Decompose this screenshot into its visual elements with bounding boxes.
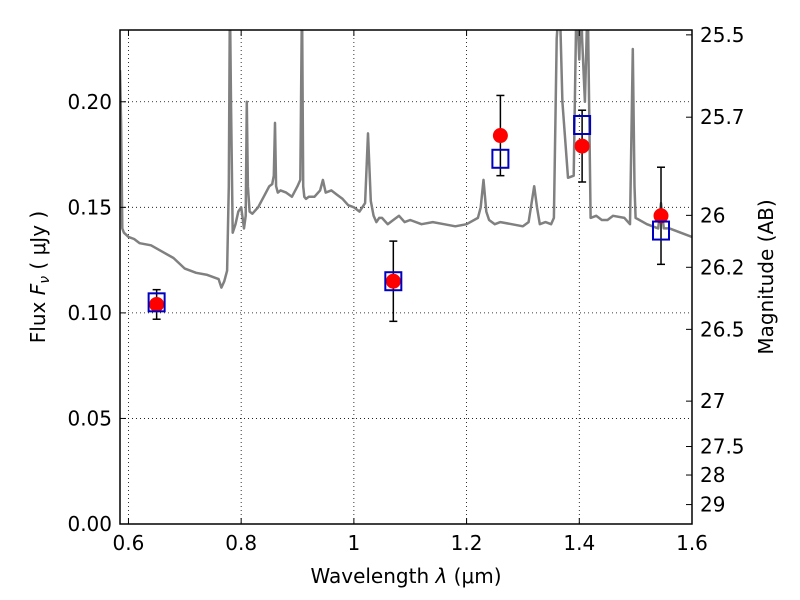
y2-tick-label: 27.5 bbox=[700, 435, 745, 459]
spectrum-line bbox=[120, 30, 692, 289]
x-axis-label: Wavelength λ (μm) bbox=[310, 564, 501, 588]
model-square bbox=[147, 292, 166, 313]
observed-point bbox=[385, 273, 401, 289]
y2-tick-label: 28 bbox=[700, 463, 725, 487]
y2-tick-label: 26.2 bbox=[700, 255, 745, 279]
model-square bbox=[573, 115, 592, 135]
y-tick-label: 0.05 bbox=[67, 406, 112, 430]
y-tick-label: 0.00 bbox=[67, 512, 112, 536]
x-tick-label: 1.2 bbox=[451, 531, 483, 555]
x-axis-label-symbol: λ bbox=[434, 564, 447, 588]
x-tick-label: 1 bbox=[348, 531, 361, 555]
y-tick-label: 0.20 bbox=[67, 90, 112, 114]
y-tick-label: 0.15 bbox=[67, 195, 112, 219]
observed-point bbox=[653, 208, 669, 224]
y-tick-label: 0.10 bbox=[67, 301, 112, 325]
x-tick-label: 0.8 bbox=[225, 531, 257, 555]
y2-tick-label: 25.7 bbox=[700, 105, 745, 129]
x-tick-label: 1.6 bbox=[676, 531, 708, 555]
observed-point bbox=[149, 296, 165, 312]
observed-point bbox=[492, 128, 508, 144]
model-square bbox=[384, 271, 403, 292]
y2-tick-label: 26 bbox=[700, 203, 725, 227]
observed-point bbox=[574, 138, 590, 154]
axis-ticks: 0.6 0.8 1 1.2 1.4 1.6 0.00 0.05 0.10 0.15 0.20 25.5… bbox=[67, 23, 744, 555]
plot-area bbox=[120, 30, 692, 323]
y2-tick-label: 29 bbox=[700, 493, 725, 517]
y2-tick-label: 27 bbox=[700, 389, 725, 413]
y2-tick-label: 26.5 bbox=[700, 317, 745, 341]
y-axis-label-symbol: F bbox=[26, 283, 50, 295]
y2-axis-label: Magnitude (AB) bbox=[754, 199, 778, 354]
x-tick-label: 0.6 bbox=[113, 531, 145, 555]
model-square bbox=[491, 148, 510, 169]
model-square bbox=[652, 220, 671, 241]
plot-frame bbox=[119, 29, 693, 525]
x-tick-label: 1.4 bbox=[563, 531, 595, 555]
y-axis-label: Flux Fν ( μJy ) bbox=[26, 211, 53, 343]
y2-tick-label: 25.5 bbox=[700, 23, 745, 47]
